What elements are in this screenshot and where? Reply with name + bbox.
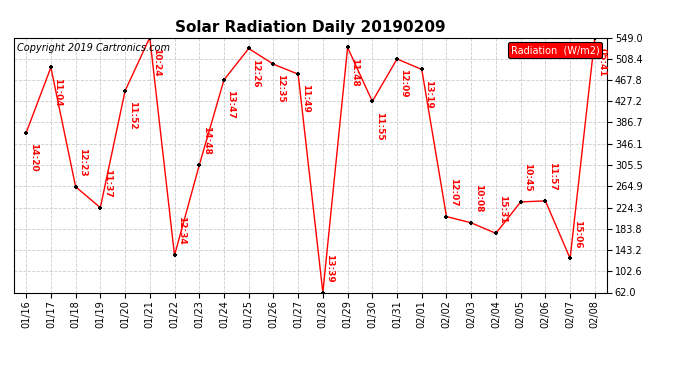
Text: 11:49: 11:49 (301, 84, 310, 113)
Text: 11:52: 11:52 (128, 101, 137, 130)
Point (367, 98, 378, 104)
Point (515, 199, 526, 205)
Text: 10:24: 10:24 (152, 48, 161, 76)
Point (441, 214, 452, 220)
Text: Copyright 2019 Cartronics.com: Copyright 2019 Cartronics.com (17, 43, 170, 52)
Point (491, 230, 502, 236)
Point (391, 56, 402, 62)
Text: 11:48: 11:48 (350, 58, 359, 86)
Text: 11:37: 11:37 (103, 169, 112, 198)
Text: 12:23: 12:23 (78, 148, 87, 177)
Text: 12:09: 12:09 (400, 69, 408, 98)
Text: 12:34: 12:34 (177, 216, 186, 245)
Text: 13:47: 13:47 (226, 90, 235, 119)
Point (144, 34, 155, 40)
Point (293, 71, 304, 77)
Point (119, 88, 130, 94)
Text: 10:45: 10:45 (523, 163, 532, 192)
Point (95, 205, 106, 211)
Text: 15:06: 15:06 (573, 220, 582, 248)
Text: 14:20: 14:20 (29, 143, 38, 172)
Point (268, 61, 279, 67)
Point (342, 45, 353, 51)
Legend: Radiation  (W/m2): Radiation (W/m2) (508, 42, 602, 58)
Text: 13:39: 13:39 (326, 254, 335, 282)
Text: 05:41: 05:41 (598, 48, 607, 76)
Title: Solar Radiation Daily 20190209: Solar Radiation Daily 20190209 (175, 20, 446, 35)
Text: 10:08: 10:08 (474, 184, 483, 213)
Point (416, 66, 427, 72)
Point (317, 290, 328, 296)
Point (194, 162, 205, 168)
Point (589, 34, 600, 40)
Text: 12:07: 12:07 (449, 178, 458, 206)
Point (564, 255, 575, 261)
Point (169, 252, 180, 258)
Text: 12:26: 12:26 (251, 59, 260, 87)
Point (21, 130, 32, 136)
Text: 11:55: 11:55 (375, 112, 384, 140)
Text: 13:19: 13:19 (424, 80, 433, 108)
Text: 15:31: 15:31 (498, 195, 507, 223)
Point (540, 198, 551, 204)
Point (243, 45, 254, 51)
Point (466, 220, 477, 226)
Text: 11:57: 11:57 (548, 162, 557, 190)
Point (219, 77, 230, 83)
Text: 14:48: 14:48 (201, 126, 210, 155)
Text: 12:35: 12:35 (276, 74, 285, 103)
Point (46, 64, 57, 70)
Point (70, 184, 81, 190)
Text: 11:04: 11:04 (53, 78, 62, 106)
